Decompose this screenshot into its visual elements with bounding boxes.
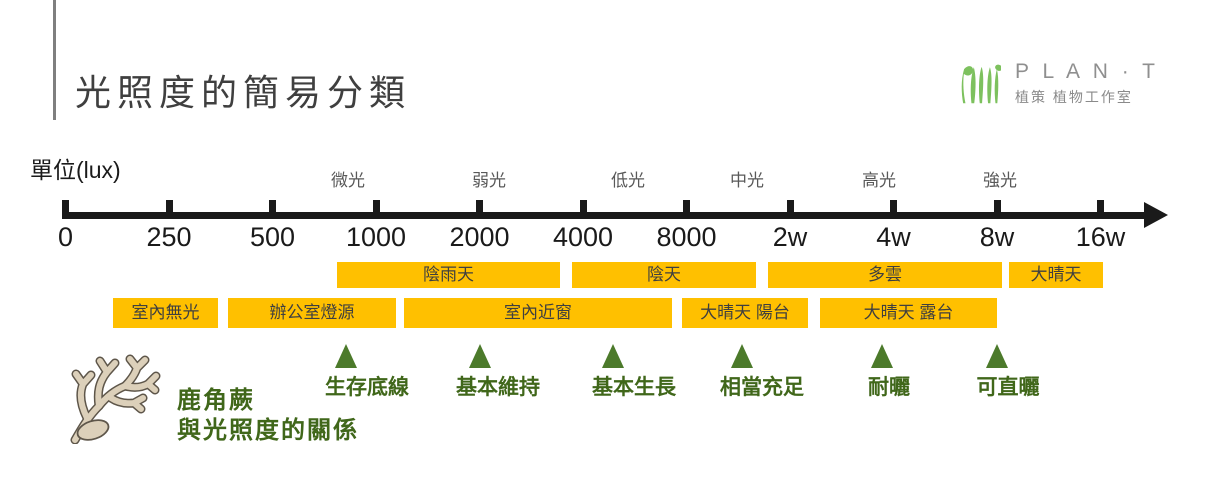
marker-label: 相當充足 — [720, 376, 804, 399]
staghorn-fern-illustration — [70, 354, 161, 444]
axis-tick-label: 8w — [979, 222, 1015, 252]
light-level-label: 低光 — [611, 171, 645, 190]
range-bar-environment: 辦公室燈源 — [228, 298, 396, 328]
range-bar-environment: 大晴天 露台 — [820, 298, 997, 328]
marker-triangle-icon — [871, 344, 893, 368]
brand-name: P L A N · T — [1015, 59, 1159, 83]
brand-subtitle: 植策 植物工作室 — [1015, 88, 1133, 105]
marker-triangle-icon — [469, 344, 491, 368]
axis-arrowhead-icon — [1144, 202, 1168, 228]
axis-tick — [786, 200, 794, 219]
axis-tick — [269, 200, 276, 219]
brand-logo: P L A N · T 植策 植物工作室 — [953, 58, 1159, 108]
marker-label: 基本維持 — [456, 376, 540, 399]
axis-line — [62, 212, 1146, 219]
axis-tick-label: 8000 — [656, 222, 717, 252]
axis-tick — [1097, 200, 1104, 219]
marker-label: 耐曬 — [868, 376, 910, 399]
range-bar-environment: 室內無光 — [113, 298, 218, 328]
marker-triangle-icon — [986, 344, 1008, 368]
light-level-label: 高光 — [862, 171, 896, 190]
marker-triangle-icon — [731, 344, 753, 368]
light-level-label: 微光 — [331, 171, 365, 190]
light-level-label: 弱光 — [472, 171, 506, 190]
page-title: 光照度的簡易分類 — [75, 72, 412, 113]
axis-tick-label: 0 — [57, 222, 74, 252]
axis-tick-label: 4000 — [552, 222, 614, 252]
axis-tick-label: 500 — [249, 222, 296, 252]
axis-tick — [165, 200, 173, 219]
axis-tick — [683, 200, 690, 219]
footer-title-line1: 鹿角蕨 — [177, 387, 255, 414]
marker-label: 基本生長 — [592, 376, 676, 399]
axis-tick-label: 250 — [146, 222, 192, 252]
axis-tick — [579, 200, 587, 219]
range-bar-environment: 室內近窗 — [404, 298, 672, 328]
accent-vertical-line — [53, 0, 56, 120]
range-bar-weather: 陰天 — [572, 262, 756, 288]
axis-tick — [890, 200, 897, 219]
footer-title-line2: 與光照度的關係 — [177, 417, 359, 444]
axis-tick-label: 16w — [1075, 222, 1126, 252]
marker-triangle-icon — [335, 344, 357, 368]
axis-tick-label: 2000 — [449, 222, 510, 252]
marker-triangle-icon — [602, 344, 624, 368]
axis-tick — [372, 200, 380, 219]
range-bar-environment: 大晴天 陽台 — [682, 298, 808, 328]
range-bar-weather: 多雲 — [768, 262, 1002, 288]
axis-tick — [476, 200, 483, 219]
light-level-label: 中光 — [730, 171, 764, 190]
light-level-label: 強光 — [983, 171, 1017, 190]
marker-label: 生存底線 — [325, 376, 409, 399]
marker-label: 可直曬 — [976, 376, 1040, 399]
axis-tick-label: 2w — [772, 222, 808, 252]
axis-tick-label: 1000 — [345, 222, 407, 252]
plant-logo-icon — [961, 64, 1001, 104]
axis-unit-label: 單位(lux) — [30, 157, 121, 183]
range-bar-weather: 大晴天 — [1009, 262, 1103, 288]
axis-tick-label: 4w — [876, 222, 911, 252]
range-bar-weather: 陰雨天 — [337, 262, 560, 288]
axis-tick — [993, 200, 1001, 219]
axis-tick — [62, 200, 69, 219]
brand-text-block: P L A N · T 植策 植物工作室 — [1015, 60, 1159, 107]
